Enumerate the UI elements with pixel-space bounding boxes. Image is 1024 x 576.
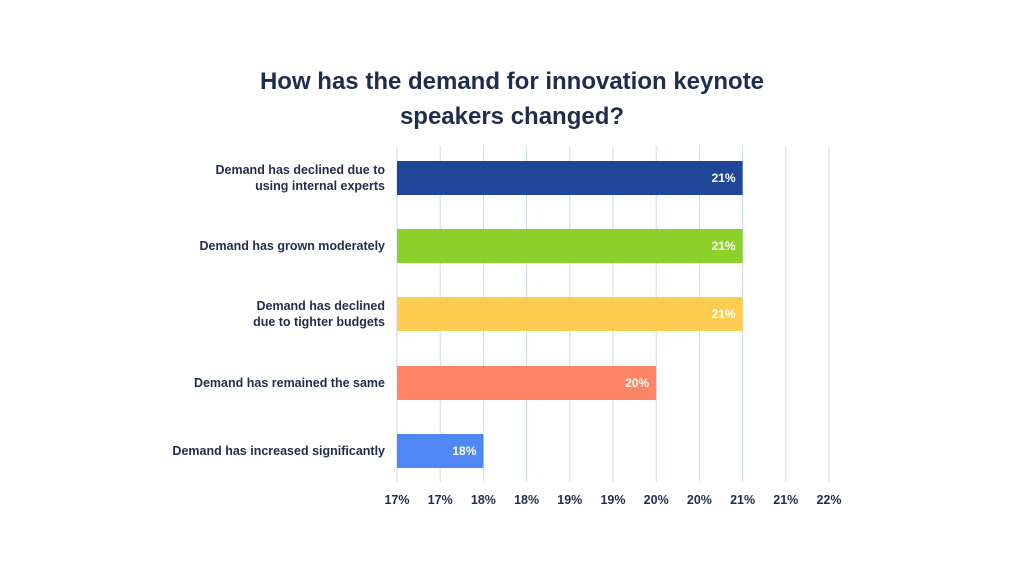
category-label: Demand has increased significantly <box>172 444 385 458</box>
bar <box>397 434 484 468</box>
data-label: 18% <box>452 444 476 458</box>
x-tick-label: 21% <box>730 493 755 507</box>
data-label: 21% <box>712 171 736 185</box>
x-tick-label: 19% <box>600 493 625 507</box>
x-axis-ticks: 17% 17% 18% 18% 19% 19% 20% 20% 21% 21% 22% <box>384 493 841 507</box>
x-tick-label: 21% <box>773 493 798 507</box>
bar <box>397 229 743 263</box>
bar <box>397 297 743 331</box>
x-tick-label: 20% <box>687 493 712 507</box>
x-tick-label: 19% <box>557 493 582 507</box>
chart-title: How has the demand for innovation keynot… <box>0 64 1024 134</box>
category-label: Demand has declined due to tighter budget… <box>253 299 385 329</box>
x-tick-label: 17% <box>428 493 453 507</box>
data-label: 21% <box>712 307 736 321</box>
chart-title-line-1: How has the demand for innovation keynot… <box>259 68 765 95</box>
data-label: 20% <box>625 376 649 390</box>
chart-title-line-2: speakers changed? <box>399 103 625 130</box>
x-tick-label: 20% <box>644 493 669 507</box>
x-tick-label: 22% <box>816 493 841 507</box>
bars: 21% Demand has declined due to using inter… <box>172 161 743 468</box>
category-label: Demand has declined due to using internal… <box>216 163 386 193</box>
data-label: 21% <box>712 239 736 253</box>
x-tick-label: 18% <box>471 493 496 507</box>
x-tick-label: 17% <box>384 493 409 507</box>
bar <box>397 161 743 195</box>
category-label: Demand has remained the same <box>194 376 385 390</box>
category-label: Demand has grown moderately <box>200 239 386 253</box>
x-tick-label: 18% <box>514 493 539 507</box>
bar <box>397 366 657 400</box>
